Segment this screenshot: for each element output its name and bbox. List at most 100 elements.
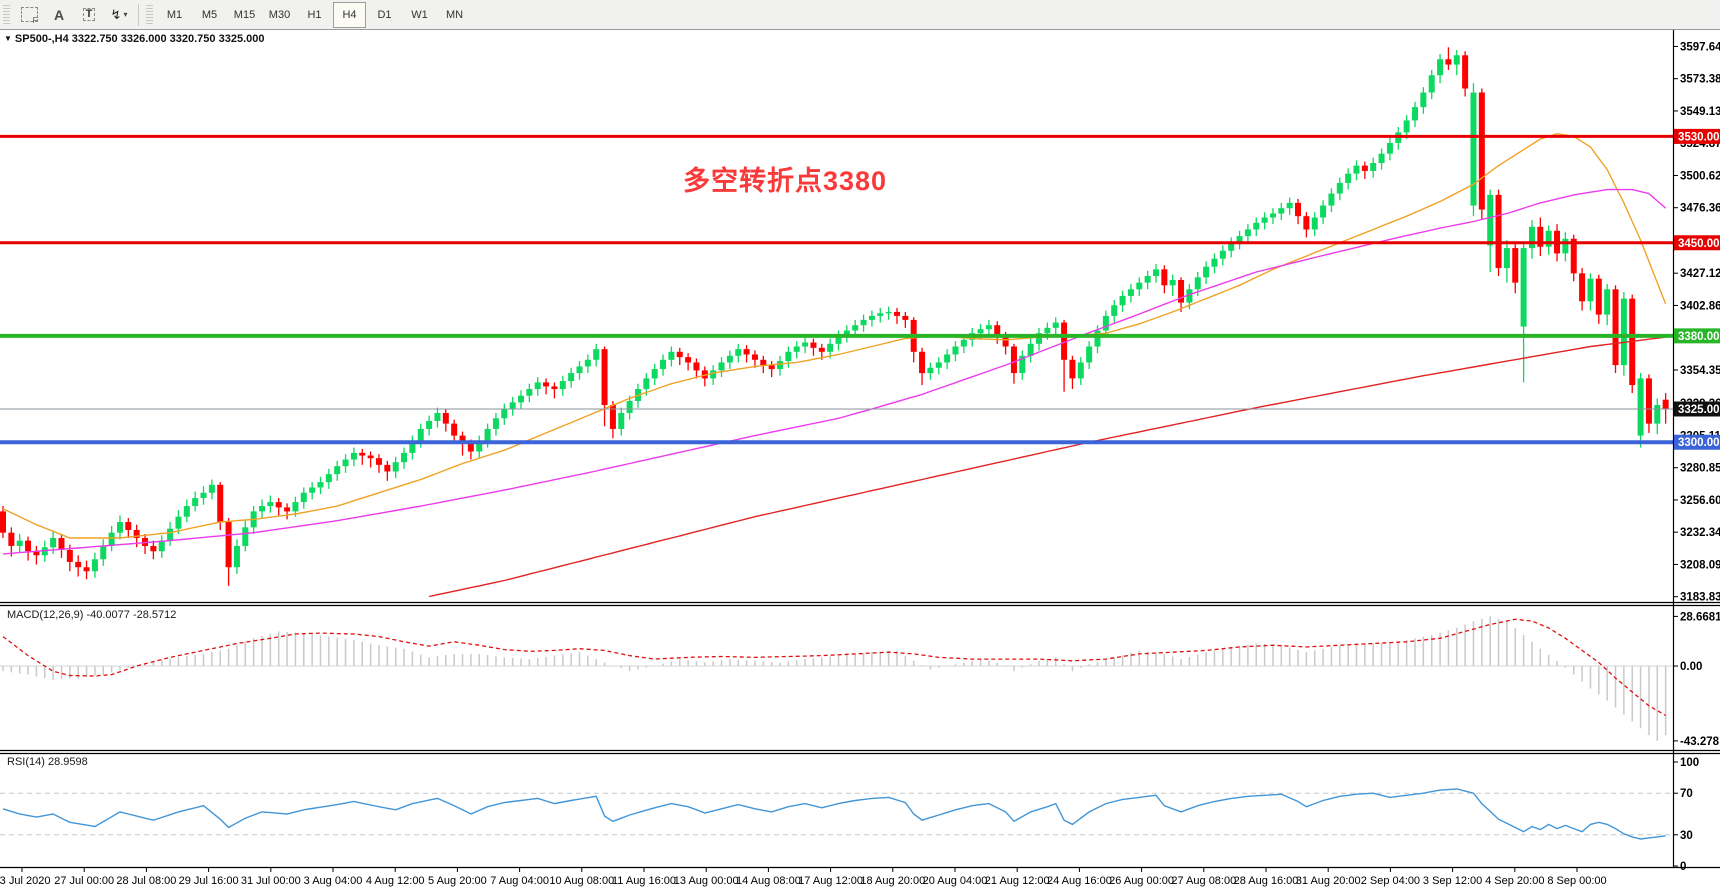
candle-down: [0, 511, 6, 533]
candle-up: [1353, 165, 1360, 174]
time-axis-label: 18 Aug 20:00: [860, 875, 925, 887]
time-axis-label: 21 Aug 12:00: [985, 875, 1050, 887]
candle-up: [584, 359, 591, 367]
candle-up: [534, 382, 541, 390]
rsi-label: 30: [1680, 830, 1693, 842]
candle-down: [275, 502, 282, 508]
candle-down: [685, 357, 692, 363]
text-label-tool-button[interactable]: T: [75, 2, 103, 28]
timeframe-w1-button[interactable]: W1: [411, 8, 428, 21]
candle-down: [375, 458, 382, 465]
candle-up: [401, 452, 408, 463]
candle-down: [1361, 165, 1368, 171]
candle-up: [434, 412, 441, 421]
candle-up: [1228, 242, 1235, 251]
candle-up: [1169, 280, 1176, 286]
candle-up: [100, 545, 107, 560]
candle-up: [1428, 75, 1435, 93]
timeframe-m15-button[interactable]: M15: [233, 8, 256, 21]
candle-up: [183, 506, 190, 517]
time-axis-label: 3 Sep 12:00: [1423, 875, 1482, 887]
candle-up: [476, 440, 483, 452]
price-axis[interactable]: 3597.6403573.3853549.1303524.8753500.620…: [1673, 41, 1720, 873]
candle-down: [75, 561, 82, 568]
candle-up: [1244, 229, 1251, 237]
candle-up: [1236, 236, 1243, 243]
candle-down: [893, 311, 900, 316]
time-axis-label: 14 Aug 08:00: [736, 875, 801, 887]
candle-up: [593, 349, 600, 360]
candle-up: [1587, 278, 1594, 302]
candle-down: [384, 464, 391, 472]
candle-up: [960, 339, 967, 347]
candle-down: [442, 412, 449, 424]
time-axis-label: 3 Aug 04:00: [304, 875, 363, 887]
macd-histogram: [2, 616, 1667, 741]
candle-up: [1620, 298, 1627, 366]
candle-up: [1562, 238, 1569, 254]
candle-down: [367, 455, 374, 459]
candle-up: [1261, 217, 1268, 223]
candle-up: [1378, 153, 1385, 163]
timeframe-d1-button[interactable]: D1: [377, 8, 392, 21]
timeframe-m1-button[interactable]: M1: [166, 8, 183, 21]
candle-down: [150, 545, 157, 552]
candle-up: [116, 522, 123, 533]
candle-up: [509, 402, 516, 409]
candle-up: [618, 412, 625, 429]
toolbar-drag-handle[interactable]: [146, 4, 153, 25]
candle-up: [1345, 173, 1352, 183]
time-axis-label: 29 Jul 16:00: [179, 875, 239, 887]
candle-down: [1612, 289, 1619, 366]
candle-down: [551, 386, 558, 390]
time-axis-label: 26 Aug 00:00: [1109, 875, 1174, 887]
candle-up: [1269, 213, 1276, 218]
toolbar-drag-handle[interactable]: [3, 4, 10, 25]
candle-down: [1579, 273, 1586, 302]
candle-up: [626, 401, 633, 413]
candle-up: [1503, 248, 1510, 269]
candle-up: [1487, 194, 1494, 246]
candle-down: [902, 315, 909, 320]
candle-up: [1336, 182, 1343, 194]
objects-tool-button[interactable]: ↯ ▾: [105, 2, 133, 28]
candle-down: [919, 351, 926, 374]
rsi-line: [2, 788, 1666, 840]
candle-down: [701, 370, 708, 379]
price-label: 3354.355: [1680, 365, 1720, 377]
candle-down: [451, 423, 458, 436]
timeframe-mn-button[interactable]: MN: [445, 8, 464, 21]
price-label: 3549.130: [1680, 106, 1720, 118]
candle-up: [1186, 289, 1193, 303]
candle-up: [952, 346, 959, 355]
candle-up: [643, 378, 650, 390]
candle-up: [492, 418, 499, 429]
candle-up: [843, 330, 850, 336]
candle-up: [1194, 277, 1201, 290]
candle-down: [743, 349, 750, 355]
candle-up: [292, 502, 299, 512]
candle-up: [1311, 217, 1318, 230]
timeframe-m5-button[interactable]: M5: [201, 8, 218, 21]
timeframe-h1-button[interactable]: H1: [307, 8, 322, 21]
candle-down: [225, 522, 232, 568]
text-tool-button[interactable]: A: [45, 2, 73, 28]
price-label: 3232.345: [1680, 527, 1720, 539]
candle-down: [1512, 248, 1519, 283]
candle-up: [1094, 330, 1101, 347]
timeframe-m30-button[interactable]: M30: [268, 8, 291, 21]
candle-down: [25, 540, 32, 552]
candle-down: [83, 567, 90, 572]
timeframe-h4-button[interactable]: H4: [333, 1, 366, 28]
candle-up: [1437, 59, 1444, 76]
candle-up: [827, 343, 834, 352]
frame-tool-button[interactable]: F: [15, 2, 43, 28]
price-label: 3573.385: [1680, 74, 1720, 86]
candle-up: [300, 492, 307, 503]
candle-up: [1052, 322, 1059, 328]
candle-up: [526, 389, 533, 396]
candle-up: [518, 395, 525, 403]
